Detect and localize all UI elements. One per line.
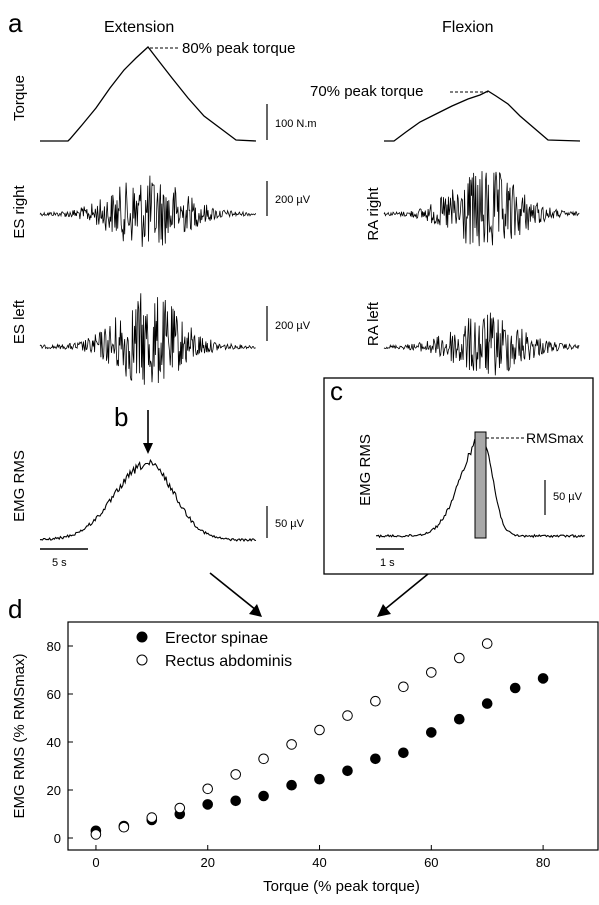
column-title-flexion: Flexion bbox=[442, 19, 494, 36]
row-label-torque: Torque bbox=[11, 75, 28, 121]
point-erector-spinae bbox=[258, 790, 269, 802]
y-tick-label: 40 bbox=[47, 735, 61, 750]
y-tick-label: 60 bbox=[47, 687, 61, 702]
point-rectus-abdominis bbox=[146, 812, 158, 823]
x-tick-label: 60 bbox=[424, 855, 438, 870]
torque-peak-label-flexion: 70% peak torque bbox=[310, 83, 423, 100]
point-rectus-abdominis bbox=[202, 783, 213, 795]
panel-letter-a: a bbox=[8, 8, 23, 38]
torque-scale-label: 100 N.m bbox=[275, 118, 317, 130]
row-label-emg-rms: EMG RMS bbox=[11, 450, 28, 522]
rms-max-label: RMSmax bbox=[526, 430, 584, 446]
point-erector-spinae bbox=[342, 765, 353, 777]
point-rectus-abdominis bbox=[314, 724, 325, 736]
point-erector-spinae bbox=[314, 773, 325, 785]
time-scale-label: 5 s bbox=[52, 557, 67, 569]
point-rectus-abdominis bbox=[398, 681, 409, 693]
y-tick-label: 20 bbox=[47, 783, 61, 798]
y-tick-label: 0 bbox=[54, 831, 61, 846]
chart-ticks: 0 20 40 60 80 0 20 40 60 80 bbox=[47, 639, 551, 870]
row-label-ra-left: RA left bbox=[365, 301, 382, 346]
torque-peak-label-extension: 80% peak torque bbox=[182, 40, 295, 57]
point-rectus-abdominis bbox=[90, 829, 102, 840]
point-erector-spinae bbox=[286, 779, 297, 791]
point-rectus-abdominis bbox=[481, 638, 493, 649]
point-erector-spinae bbox=[202, 799, 213, 810]
point-erector-spinae bbox=[454, 713, 465, 725]
point-erector-spinae bbox=[426, 727, 437, 738]
scatter-chart: 0 20 40 60 80 0 20 40 60 80 Torque (% peak torque… bbox=[11, 621, 599, 895]
point-rectus-abdominis bbox=[230, 769, 241, 780]
inset-row-label-emg-rms: EMG RMS bbox=[357, 434, 374, 506]
emg-trace-ra-left bbox=[383, 312, 580, 376]
torque-trace-extension bbox=[40, 46, 257, 142]
y-tick-label: 80 bbox=[47, 639, 61, 654]
inset-amplitude-scale-label: 50 µV bbox=[553, 491, 583, 503]
point-erector-spinae bbox=[481, 698, 493, 709]
es-left-scale-label: 200 µV bbox=[275, 320, 311, 332]
chart-legend: Erector spinae Rectus abdominis bbox=[136, 630, 292, 670]
chart-points bbox=[90, 638, 549, 840]
x-axis-title: Torque (% peak torque) bbox=[263, 878, 420, 895]
arrow-from-b-to-d-shaft bbox=[209, 572, 257, 611]
point-rectus-abdominis bbox=[118, 821, 130, 833]
arrow-from-c-to-d-shaft bbox=[383, 573, 429, 611]
x-tick-label: 0 bbox=[92, 855, 99, 870]
x-tick-label: 80 bbox=[536, 855, 550, 870]
panel-letter-b: b bbox=[114, 402, 128, 432]
legend-marker-rectus-abdominis bbox=[136, 654, 148, 666]
emg-trace-ra-right bbox=[383, 171, 580, 247]
point-rectus-abdominis bbox=[174, 802, 186, 814]
legend-marker-erector-spinae bbox=[136, 631, 148, 643]
arrow-from-b-to-d-head bbox=[249, 604, 262, 617]
point-erector-spinae bbox=[537, 673, 549, 684]
y-axis-title: EMG RMS (% RMSmax) bbox=[11, 653, 28, 818]
point-rectus-abdominis bbox=[454, 652, 465, 664]
chart-frame bbox=[67, 621, 599, 851]
row-label-es-right: ES right bbox=[11, 184, 28, 238]
emg-es-right-path bbox=[39, 175, 256, 247]
column-title-extension: Extension bbox=[104, 19, 174, 36]
emg-trace-es-right bbox=[39, 175, 256, 247]
row-label-es-left: ES left bbox=[11, 299, 28, 344]
x-tick-label: 20 bbox=[201, 855, 215, 870]
emg-ra-left-path bbox=[383, 312, 580, 376]
row-label-ra-right: RA right bbox=[365, 186, 382, 240]
point-erector-spinae bbox=[398, 747, 409, 759]
point-rectus-abdominis bbox=[426, 667, 437, 678]
rms-max-window bbox=[474, 431, 487, 539]
rms-trace-extension bbox=[39, 458, 257, 543]
emg-trace-es-left bbox=[39, 293, 256, 385]
point-erector-spinae bbox=[509, 682, 521, 694]
arrow-to-rms-head bbox=[143, 443, 153, 454]
rms-scale-label: 50 µV bbox=[275, 518, 305, 530]
emg-es-left-path bbox=[39, 293, 256, 385]
panel-letter-d: d bbox=[8, 594, 22, 624]
legend-label-erector-spinae: Erector spinae bbox=[165, 630, 268, 647]
point-rectus-abdominis bbox=[258, 753, 269, 765]
inset-time-scale-label: 1 s bbox=[380, 557, 395, 569]
point-erector-spinae bbox=[370, 753, 381, 765]
emg-ra-right-path bbox=[383, 171, 580, 247]
x-tick-label: 40 bbox=[312, 855, 326, 870]
inset-panel-box bbox=[323, 377, 594, 575]
legend-label-rectus-abdominis: Rectus abdominis bbox=[165, 653, 292, 670]
panel-letter-c: c bbox=[330, 376, 343, 406]
arrow-from-c-to-d-head bbox=[377, 604, 391, 617]
point-rectus-abdominis bbox=[286, 739, 297, 750]
torque-trace-flexion bbox=[384, 90, 581, 142]
point-rectus-abdominis bbox=[342, 710, 353, 721]
es-right-scale-label: 200 µV bbox=[275, 194, 311, 206]
point-erector-spinae bbox=[230, 795, 241, 807]
point-rectus-abdominis bbox=[370, 695, 381, 707]
